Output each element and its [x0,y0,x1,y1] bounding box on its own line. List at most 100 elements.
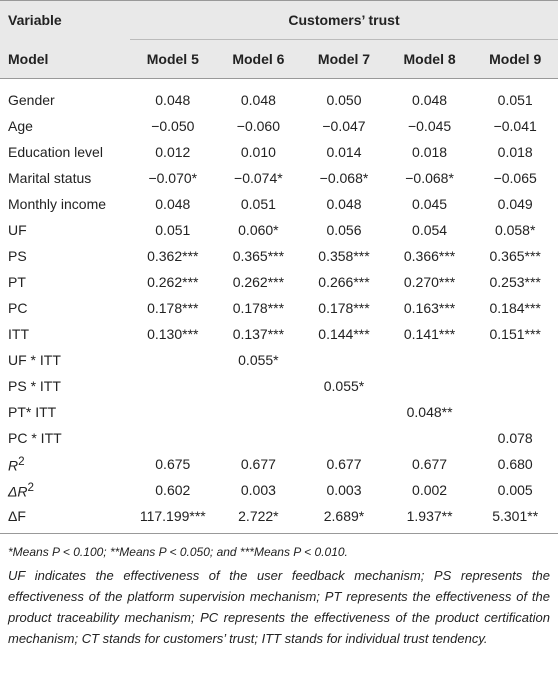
column-header: Model 8 [386,39,473,79]
table-row: PS * ITT 0.055* [0,373,558,399]
value-cell [130,425,216,451]
table-row: ITT 0.130*** 0.137*** 0.144*** 0.141*** 0.151… [0,321,558,347]
row-label-text: PS [8,248,27,264]
row-label: ΔR2 [0,477,130,503]
value-cell: 0.048** [406,404,453,420]
column-header: Model 7 [301,39,387,79]
value-cell: 0.253*** [489,274,541,290]
row-label: ITT [0,321,130,347]
value-cell [216,399,302,425]
value-cell: 0.055* [323,378,365,394]
variable-header: Variable [0,0,130,40]
value-cell: 0.048 [155,196,191,212]
value-cell: 0.051 [240,196,276,212]
model-header: Model [0,39,130,79]
table-row: Education level 0.012 0.010 0.014 0.018 0.018 [0,139,558,165]
value-cell: 0.270*** [403,274,456,290]
value-cell [130,373,216,399]
row-label: PC [0,295,130,321]
table-row: R2 0.675 0.677 0.677 0.677 0.680 [0,451,558,477]
value-cell: 0.048 [412,92,448,108]
column-header: Model 9 [472,39,558,79]
value-cell: −0.047 [322,118,366,134]
model-row: Model Model 5 Model 6 Model 7 Model 8 Model … [0,39,558,79]
row-label-text: ΔF [8,508,26,524]
row-label: UF [0,217,130,243]
row-label-text: PC [8,300,28,316]
table-row: PC * ITT 0.078 [0,425,558,451]
value-cell [301,425,387,451]
value-cell: 0.018 [497,144,533,160]
value-cell: −0.068* [319,170,369,186]
row-label-text: Monthly income [8,196,107,212]
value-cell: 0.060* [238,222,279,238]
value-cell: 0.184*** [489,300,541,316]
value-cell: −0.068* [405,170,454,186]
row-label-text: Gender [8,92,55,108]
value-cell: −0.045 [407,118,452,134]
value-cell: −0.041 [493,118,537,134]
value-cell: 0.178*** [232,300,285,316]
value-cell: 0.003 [326,482,362,498]
row-label-text: PS * ITT [8,378,61,394]
value-cell [387,347,473,373]
row-label: PT* ITT [0,399,130,425]
row-label: R2 [0,451,130,477]
table-row: PS 0.362*** 0.365*** 0.358*** 0.366*** 0.365*… [0,243,558,269]
row-label: Education level [0,139,130,165]
table-row: UF 0.051 0.060* 0.056 0.054 0.058* [0,217,558,243]
value-cell: 0.005 [497,482,533,498]
row-label-text: PT [8,274,26,290]
row-label: PS [0,243,130,269]
table-header: Variable Customers’ trust Model Model 5 M… [0,0,558,79]
value-cell [472,373,558,399]
value-cell: −0.050 [151,118,195,134]
value-cell: 0.163*** [403,300,456,316]
value-cell [130,347,216,373]
row-label-sup: 2 [18,454,25,468]
table-row: Marital status −0.070* −0.074* −0.068* −0.06… [0,165,558,191]
value-cell: 0.675 [155,456,191,472]
value-cell: 0.262*** [147,274,199,290]
row-label: PC * ITT [0,425,130,451]
value-cell: 0.054 [412,222,448,238]
value-cell: 0.050 [326,92,362,108]
value-cell: 0.366*** [403,248,456,264]
value-cell [387,373,473,399]
value-cell: 0.018 [412,144,448,160]
row-label: UF * ITT [0,347,130,373]
row-label: Marital status [0,165,130,191]
row-label: ΔF [0,503,130,534]
value-cell [387,425,473,451]
value-cell: −0.070* [148,170,198,186]
row-label-text: R [8,457,19,474]
value-cell: 0.003 [240,482,276,498]
column-header: Model 5 [130,39,216,79]
value-cell: 0.048 [155,92,191,108]
group-header: Customers’ trust [130,0,558,40]
table-row: PC 0.178*** 0.178*** 0.178*** 0.163*** 0.184*… [0,295,558,321]
value-cell [216,425,302,451]
table-body: Gender 0.048 0.048 0.050 0.048 0.051 Age −0.050… [0,79,558,534]
value-cell: 1.937** [386,503,473,534]
value-cell [301,347,387,373]
row-label-text: UF * ITT [8,352,61,368]
value-cell: 0.048 [326,196,362,212]
value-cell: 0.144*** [318,326,370,342]
value-cell: 0.677 [412,456,448,472]
value-cell: 0.048 [240,92,276,108]
table-row: UF * ITT 0.055* [0,347,558,373]
value-cell: 0.266*** [318,274,370,290]
value-cell: 0.002 [412,482,448,498]
row-label-text: Age [8,118,33,134]
value-cell: −0.074* [234,170,283,186]
value-cell: 2.722* [215,503,302,534]
footnote: UF indicates the effectiveness of the us… [8,568,550,646]
value-cell: 0.056 [326,222,362,238]
row-label-text: Marital status [8,170,92,186]
value-cell: 0.014 [326,144,362,160]
table-row: Age −0.050 −0.060 −0.047 −0.045 −0.041 [0,113,558,139]
row-label-text: ITT [8,326,29,342]
row-label: Age [0,113,130,139]
